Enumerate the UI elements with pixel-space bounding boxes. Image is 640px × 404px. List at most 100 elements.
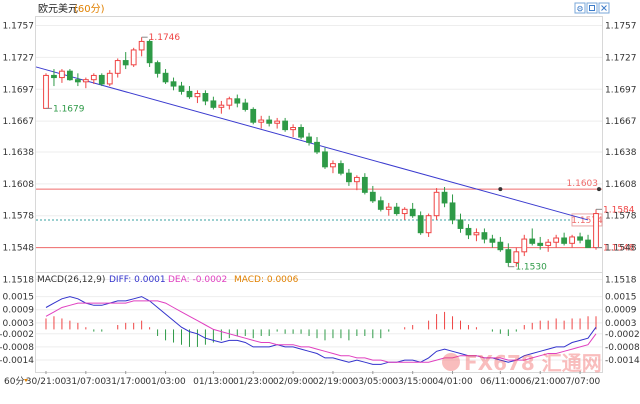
x-tick-label: 06/11:00 (480, 377, 521, 387)
candle-down (154, 62, 161, 74)
watermark: FX678 汇通网 (442, 351, 602, 375)
candle-down (242, 102, 249, 110)
candle-down (481, 232, 488, 240)
candle-up (385, 206, 392, 210)
macd-y-tick-right: 0.0003 (605, 319, 637, 329)
candle-down (497, 241, 504, 251)
resistance-label: 1.1603 (567, 179, 599, 189)
chevron-down-icon (24, 379, 28, 382)
candle-up (593, 213, 599, 249)
candle-down (170, 81, 177, 87)
candle-down (529, 238, 536, 244)
candle-down (322, 151, 328, 168)
y-tick-label-left: 1.1757 (3, 22, 35, 32)
candle-down (234, 98, 241, 104)
x-tick-label: 03/15:00 (392, 377, 433, 387)
settings-icon[interactable]: ⚙ (574, 2, 586, 14)
macd-lines (45, 296, 597, 365)
x-tick-label: 01/23:00 (233, 377, 274, 387)
macd-y-tick-left: -0.0002 (0, 330, 34, 340)
y-tick-label-left: 1.1548 (3, 244, 35, 254)
macd-y-tick-left: 0.0003 (3, 319, 35, 329)
candle-down (74, 79, 81, 83)
candle-up (473, 232, 480, 236)
macd-title: MACD(26,12,9) (37, 275, 105, 285)
candle-up (82, 79, 89, 83)
x-tick-label: 03/05:00 (353, 377, 394, 387)
instrument-title: 欧元美元 (38, 2, 78, 15)
candle-down (577, 236, 583, 241)
y-tick-label-right: 1.1727 (605, 53, 637, 63)
candle-down (489, 238, 496, 243)
candle-down (306, 136, 312, 143)
annotation-label: 1.1548 (603, 244, 635, 254)
y-tick-label-left: 1.1638 (3, 148, 35, 158)
macd-y-tick-right: -0.0002 (605, 330, 640, 340)
macd-y-tick-left: 0.0015 (3, 293, 35, 303)
candle-down (210, 100, 217, 108)
candle-up (553, 237, 560, 243)
y-tick-label-left: 1.1727 (3, 53, 35, 63)
main-grid (36, 25, 602, 280)
candle-up (90, 74, 97, 81)
candle-up (194, 93, 201, 98)
candle-down (537, 242, 544, 246)
candle-up (290, 127, 296, 131)
annotation-label: 1.1530 (515, 263, 547, 273)
candle-down (250, 108, 257, 123)
macd-y-tick-right: 0.0009 (605, 306, 637, 316)
candle-down (457, 219, 464, 229)
candle-down (441, 191, 448, 204)
macd-y-tick-right: 0.0015 (605, 293, 637, 303)
candle-down (338, 163, 344, 174)
candle-down (266, 119, 273, 124)
y-tick-label-right: 1.1608 (605, 180, 637, 190)
x-tick-label: 30/21:00 (26, 377, 67, 387)
candle-down (146, 40, 153, 64)
candle-up (59, 70, 65, 79)
candle-up (330, 163, 336, 168)
candle-down (162, 72, 169, 83)
macd-histogram (45, 311, 597, 347)
y-tick-label-left: 1.1518 (3, 275, 35, 285)
expand-icon[interactable] (586, 2, 598, 14)
period-tag: (60分) (74, 3, 105, 15)
candle-down (314, 141, 320, 153)
candle-up (106, 72, 113, 85)
close-icon[interactable] (598, 2, 610, 14)
candle-down (361, 176, 368, 193)
watermark-text: FX678 汇通网 (464, 351, 602, 375)
y-tick-label-right: 1.1757 (605, 22, 637, 32)
x-axis: 30/21:00 31/07:00 31/17:00 01/03:00 01/13:00… (26, 371, 601, 387)
y-tick-label-right: 1.1667 (605, 117, 637, 127)
candle-down (282, 120, 289, 131)
candle-down (585, 239, 591, 249)
annotation-label: 1.1679 (53, 104, 85, 114)
macd-dea-label: DEA: -0.0002 (168, 275, 227, 285)
period-selector[interactable]: 60分 (4, 376, 28, 387)
x-tick-label: 02/09:00 (273, 377, 314, 387)
y-tick-label-left: 1.1667 (3, 117, 35, 127)
candle-up (401, 208, 408, 215)
candle-up (569, 236, 575, 244)
candle-up (353, 176, 360, 183)
candle-up (274, 120, 281, 124)
watermark-logo-icon (442, 353, 460, 371)
x-tick-label: 04/01:00 (432, 377, 473, 387)
candle-up (433, 191, 440, 217)
candle-down (505, 249, 512, 263)
candles (43, 37, 599, 267)
x-tick-label: 31/17:00 (105, 377, 146, 387)
candle-down (51, 74, 57, 79)
x-tick-label: 31/07:00 (66, 377, 107, 387)
candle-down (98, 74, 105, 85)
resistance-anchor-point (498, 187, 503, 192)
candle-down (369, 191, 376, 202)
y-tick-label-left: 1.1697 (3, 85, 35, 95)
last-price-label: 1.1574 (571, 216, 603, 226)
overlay-lines: 1.1603 1.1574 (35, 66, 603, 249)
annotation-label: 1.1584 (603, 205, 635, 215)
